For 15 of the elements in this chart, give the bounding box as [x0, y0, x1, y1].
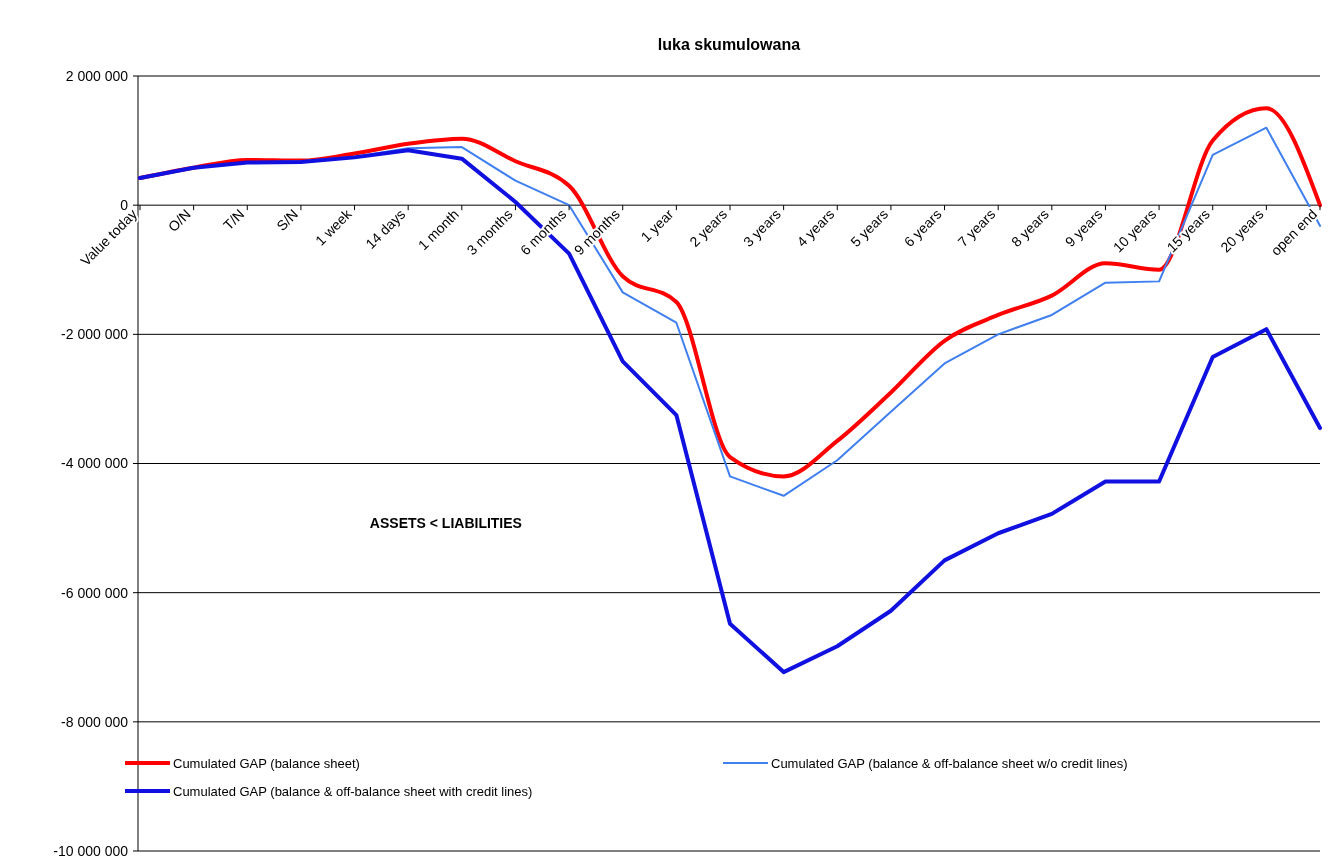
y-tick-label: -10 000 000	[53, 842, 129, 859]
legend-label: Cumulated GAP (balance & off-balance sheet with credit lines)	[173, 783, 533, 799]
legend-label: Cumulated GAP (balance & off-balance sheet w/o credit lines)	[771, 755, 1128, 771]
y-tick-label: -6 000 000	[61, 584, 129, 601]
x-tick-label: O/N	[164, 205, 194, 235]
y-tick-label: 0	[120, 197, 129, 214]
x-tick-label: S/N	[273, 205, 302, 234]
y-tick-label: -8 000 000	[61, 713, 129, 730]
annotation: ASSETS < LIABILITIES	[369, 515, 522, 532]
legend-label: Cumulated GAP (balance sheet)	[173, 755, 360, 771]
y-tick-label: -4 000 000	[61, 455, 129, 472]
x-tick-label: T/N	[220, 205, 248, 234]
y-tick-label: 2 000 000	[65, 67, 129, 84]
chart-title: luka skumulowana	[657, 36, 801, 53]
y-tick-label: -2 000 000	[61, 326, 129, 343]
